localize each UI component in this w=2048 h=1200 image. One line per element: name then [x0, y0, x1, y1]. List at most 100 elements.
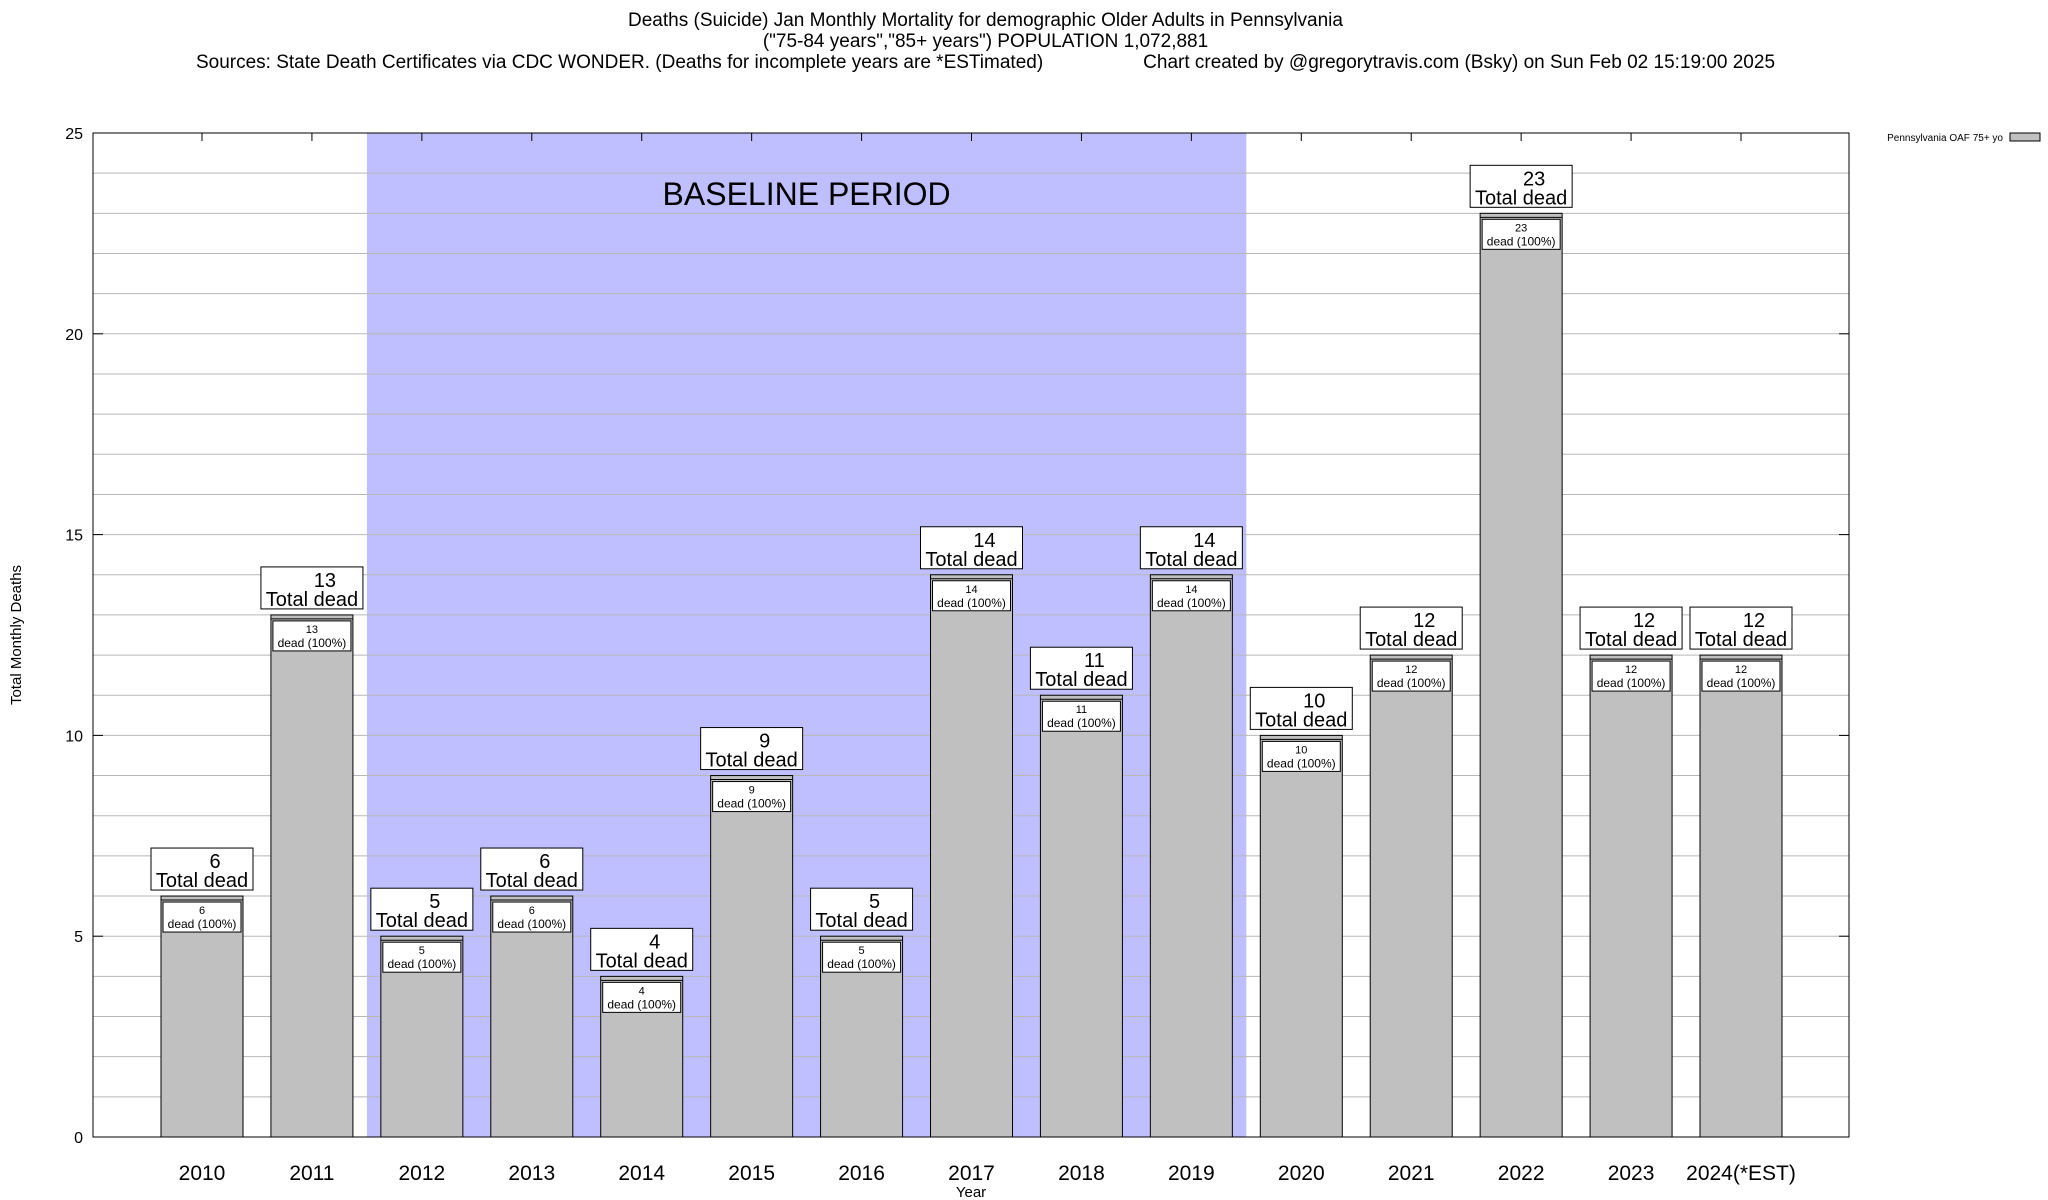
bar-inner-label-box — [272, 620, 352, 652]
bar-total-value: 9 — [759, 731, 770, 753]
chart-credit: Chart created by @gregorytravis.com (Bsk… — [1143, 52, 1776, 73]
bar — [1039, 694, 1123, 1138]
bar — [1259, 734, 1343, 1138]
x-tick-label: 2014 — [618, 1162, 665, 1185]
bar-inner-value: 14 — [965, 584, 977, 596]
legend-label: Pennsylvania OAF 75+ yo — [1887, 133, 2003, 144]
bar-total-label: Total dead — [156, 870, 248, 892]
bar-inner-value: 12 — [1405, 664, 1417, 676]
bar-total-label-box — [1249, 686, 1353, 730]
bar-inner-value: 14 — [1185, 584, 1197, 596]
x-tick-label: 2020 — [1278, 1162, 1325, 1185]
bar-inner-label-box — [382, 941, 462, 973]
bar — [1699, 654, 1783, 1138]
x-tick-label: 2021 — [1388, 1162, 1435, 1185]
bar-inner-label: dead (100%) — [168, 917, 237, 931]
bar-inner-label-box — [712, 781, 792, 813]
bar-inner-value: 5 — [419, 945, 425, 957]
bar — [1589, 654, 1673, 1138]
bar-inner-label-box — [1701, 660, 1781, 692]
bar-total-value: 6 — [209, 851, 220, 873]
bar-inner-label-box — [492, 901, 572, 933]
bar-inner-label-box — [932, 580, 1011, 612]
bar-inner-label: dead (100%) — [278, 636, 347, 650]
bar-inner-label: dead (100%) — [387, 957, 456, 971]
bar-total-label: Total dead — [815, 910, 907, 932]
y-tick-label: 5 — [74, 929, 83, 946]
bar-total-value: 23 — [1523, 168, 1545, 190]
bar-total-label-box — [150, 847, 254, 891]
bar-inner-value: 12 — [1625, 664, 1637, 676]
baseline-period-label: BASELINE PERIOD — [663, 176, 951, 212]
bar — [270, 614, 354, 1138]
bar-inner-label: dead (100%) — [827, 957, 896, 971]
bar-total-value: 11 — [1084, 650, 1105, 672]
bar-inner-label: dead (100%) — [937, 596, 1006, 610]
bar-total-value: 6 — [539, 851, 550, 873]
bar-total-value: 12 — [1743, 610, 1765, 632]
bar-inner-value: 5 — [859, 945, 865, 957]
bar-inner-value: 9 — [749, 785, 755, 797]
x-tick-label: 2018 — [1058, 1162, 1105, 1185]
bar-total-label: Total dead — [1585, 629, 1677, 651]
bar-total-label-box — [810, 887, 914, 931]
bar-total-value: 14 — [1193, 530, 1215, 552]
bar-total-label: Total dead — [1365, 629, 1457, 651]
bar-inner-label: dead (100%) — [1157, 596, 1226, 610]
bar-inner-value: 23 — [1515, 222, 1527, 234]
legend-swatch — [2009, 132, 2041, 142]
bar-total-label-box — [700, 727, 804, 771]
bar-inner-label: dead (100%) — [717, 797, 786, 811]
chart-sources: Sources: State Death Certificates via CD… — [195, 52, 1044, 73]
bar-inner-value: 6 — [529, 905, 535, 917]
bar-total-label: Total dead — [925, 549, 1017, 571]
bar-total-value: 12 — [1413, 610, 1435, 632]
bar-inner-label-box — [162, 901, 242, 933]
axis-ticks: 0 5 10 15 20 25 2010 2011 2012 2013 2014 2015 2016 20… — [65, 126, 1849, 1185]
bar-total-label-box — [590, 927, 694, 971]
bar-inner-label-box — [1041, 700, 1121, 732]
bar-inner-value: 12 — [1735, 664, 1747, 676]
bar-total-label-box — [1689, 606, 1793, 650]
x-tick-label: 2022 — [1498, 1162, 1545, 1185]
bar-total-label: Total dead — [1695, 629, 1787, 651]
y-tick-label: 25 — [65, 126, 83, 143]
bar-inner-label: dead (100%) — [1707, 676, 1776, 690]
chart-source-line: Sources: State Death Certificates via CD… — [0, 52, 1971, 73]
x-tick-label: 2010 — [179, 1162, 226, 1185]
x-tick-label: 2012 — [398, 1162, 445, 1185]
y-tick-label: 20 — [65, 327, 83, 344]
bar-total-label: Total dead — [705, 750, 797, 772]
bar-inner-value: 13 — [306, 624, 318, 636]
bar-total-label-box — [1139, 526, 1243, 570]
bar-inner-label: dead (100%) — [1487, 234, 1556, 248]
bar-inner-label: dead (100%) — [497, 917, 566, 931]
chart-title: Deaths (Suicide) Jan Monthly Mortality f… — [628, 10, 1343, 31]
bar-total-value: 4 — [649, 931, 660, 953]
bar-total-label: Total dead — [486, 870, 578, 892]
y-axis-label: Total Monthly Deaths — [8, 565, 25, 705]
bar — [1149, 574, 1233, 1138]
bar-total-value: 5 — [869, 891, 880, 913]
x-tick-label: 2019 — [1168, 1162, 1215, 1185]
bar-inner-value: 4 — [639, 985, 645, 997]
y-tick-label: 15 — [65, 528, 83, 545]
x-tick-label: 2023 — [1608, 1162, 1655, 1185]
bar-inner-label-box — [822, 941, 902, 973]
bar-total-value: 13 — [314, 570, 336, 592]
y-tick-label: 10 — [65, 728, 83, 745]
x-tick-label: 2016 — [838, 1162, 885, 1185]
bar-total-label-box — [480, 847, 584, 891]
bar-total-value: 5 — [429, 891, 440, 913]
bar — [930, 574, 1013, 1138]
